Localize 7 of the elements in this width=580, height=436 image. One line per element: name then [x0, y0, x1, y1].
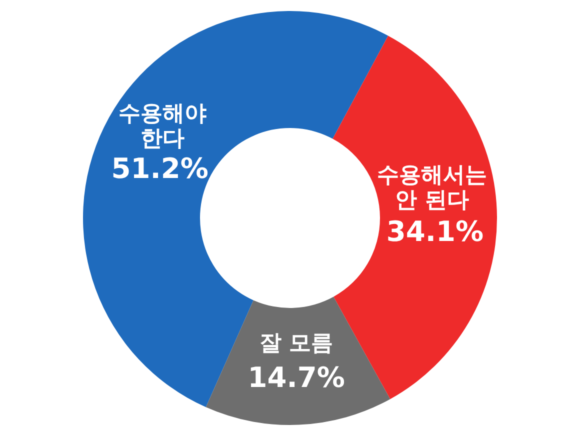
- data-label: 51.2%: [111, 152, 208, 186]
- slice-label: 잘 모름: [259, 330, 333, 356]
- data-label: 34.1%: [386, 215, 484, 248]
- category-label: 수용해야 한다: [118, 101, 207, 152]
- donut-slice: [206, 296, 390, 425]
- category-label: 수용해서는 안 된다: [377, 163, 487, 214]
- data-label: 14.7%: [248, 360, 345, 394]
